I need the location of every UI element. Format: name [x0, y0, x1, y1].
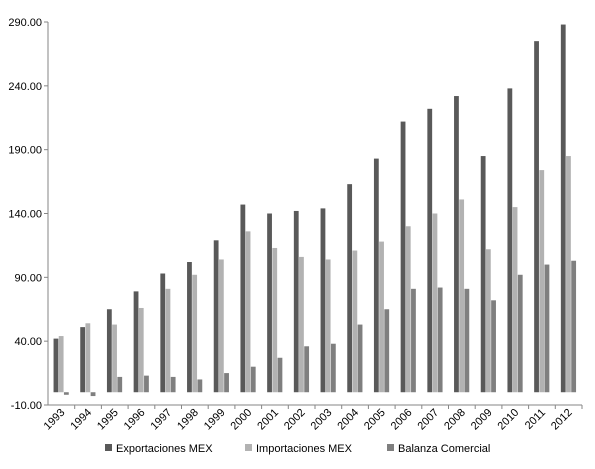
bar-importaciones-mex: [245, 231, 251, 393]
bar-balanza-comercial: [330, 343, 336, 393]
legend-label: Exportaciones MEX: [116, 443, 213, 455]
bar-importaciones-mex: [272, 247, 278, 393]
bar-importaciones-mex: [352, 250, 358, 393]
bar-importaciones-mex: [85, 323, 91, 393]
bar-exportaciones-mex: [347, 184, 353, 393]
bar-exportaciones-mex: [213, 240, 219, 393]
bar-balanza-comercial: [491, 300, 496, 393]
x-tick-label: 1994: [68, 407, 94, 433]
bar-importaciones-mex: [138, 307, 144, 393]
bar-exportaciones-mex: [427, 108, 433, 393]
y-tick-label: 90.00: [14, 272, 42, 284]
legend-swatch: [387, 444, 394, 451]
x-tick-label: 2009: [469, 407, 495, 433]
x-tick-label: 2010: [496, 407, 522, 433]
bar-balanza-comercial: [517, 274, 523, 393]
bar-exportaciones-mex: [320, 208, 326, 393]
bar-exportaciones-mex: [400, 121, 406, 393]
bar-balanza-comercial: [90, 392, 96, 397]
bar-exportaciones-mex: [293, 210, 299, 393]
y-tick-label: 190.00: [8, 145, 42, 157]
bar-balanza-comercial: [571, 260, 577, 393]
bar-exportaciones-mex: [480, 156, 486, 393]
x-tick-label: 2006: [389, 407, 415, 433]
legend-label: Importaciones MEX: [256, 443, 353, 455]
bar-importaciones-mex: [432, 213, 438, 393]
bar-exportaciones-mex: [240, 204, 246, 393]
bar-exportaciones-mex: [454, 96, 459, 393]
x-tick-label: 2003: [309, 407, 335, 433]
bar-exportaciones-mex: [187, 262, 192, 393]
bar-importaciones-mex: [459, 199, 465, 393]
bar-balanza-comercial: [144, 375, 149, 393]
x-tick-label: 1999: [202, 407, 228, 433]
bar-importaciones-mex: [485, 249, 491, 393]
bar-exportaciones-mex: [507, 88, 513, 393]
bar-importaciones-mex: [566, 156, 571, 393]
bar-importaciones-mex: [405, 226, 411, 393]
x-tick-label: 2007: [415, 407, 441, 433]
bar-balanza-comercial: [277, 357, 283, 393]
y-tick-label: 140.00: [8, 209, 42, 221]
bar-balanza-comercial: [170, 376, 176, 393]
bar-exportaciones-mex: [133, 291, 139, 393]
y-tick-label: -10.00: [11, 400, 42, 412]
bar-balanza-comercial: [437, 287, 443, 393]
bar-exportaciones-mex: [267, 213, 272, 393]
x-tick-label: 2012: [549, 407, 575, 433]
bar-importaciones-mex: [299, 256, 304, 393]
bar-exportaciones-mex: [53, 338, 59, 393]
bar-balanza-comercial: [411, 288, 416, 393]
bar-balanza-comercial: [224, 373, 229, 393]
x-tick-label: 2005: [362, 407, 388, 433]
y-tick-label: 40.00: [14, 336, 42, 348]
bar-balanza-comercial: [357, 324, 363, 393]
bar-exportaciones-mex: [80, 327, 86, 393]
bar-exportaciones-mex: [106, 309, 112, 393]
bar-importaciones-mex: [379, 241, 384, 393]
legend-swatch: [105, 444, 112, 451]
legend: Exportaciones MEX Importaciones MEX Balanz…: [105, 443, 490, 455]
bar-balanza-comercial: [304, 346, 310, 393]
x-tick-label: 1993: [42, 407, 68, 433]
bar-balanza-comercial: [464, 288, 470, 393]
x-tick-label: 1996: [122, 407, 148, 433]
bar-importaciones-mex: [539, 170, 545, 393]
bar-importaciones-mex: [192, 274, 198, 393]
bar-balanza-comercial: [197, 379, 203, 393]
bar-importaciones-mex: [165, 288, 171, 393]
bar-balanza-comercial: [117, 376, 123, 393]
bar-importaciones-mex: [112, 324, 117, 393]
x-tick-label: 2001: [255, 407, 281, 433]
x-tick-label: 2008: [442, 407, 468, 433]
x-tick-label: 2004: [335, 407, 361, 433]
bar-importaciones-mex: [58, 336, 64, 393]
bar-exportaciones-mex: [560, 24, 566, 393]
bar-exportaciones-mex: [534, 41, 539, 393]
x-tick-label: 2002: [282, 407, 308, 433]
y-tick-label: 240.00: [8, 81, 42, 93]
bar-balanza-comercial: [544, 264, 550, 393]
bar-balanza-comercial: [63, 392, 69, 395]
bar-balanza-comercial: [250, 366, 256, 393]
bar-importaciones-mex: [218, 259, 224, 393]
y-tick-label: 290.00: [8, 17, 42, 29]
x-tick-label: 2011: [523, 407, 548, 432]
bars-layer: [53, 24, 577, 397]
x-tick-label: 1995: [95, 407, 121, 433]
bar-balanza-comercial: [384, 309, 390, 393]
x-tick-label: 1998: [175, 407, 201, 433]
x-tick-label: 2000: [229, 407, 255, 433]
bar-exportaciones-mex: [160, 273, 166, 393]
legend-label: Balanza Comercial: [398, 443, 490, 455]
bar-importaciones-mex: [512, 207, 518, 393]
bar-exportaciones-mex: [373, 158, 379, 393]
x-tick-label: 1997: [148, 407, 174, 433]
bar-importaciones-mex: [325, 259, 331, 393]
legend-swatch: [245, 444, 252, 451]
